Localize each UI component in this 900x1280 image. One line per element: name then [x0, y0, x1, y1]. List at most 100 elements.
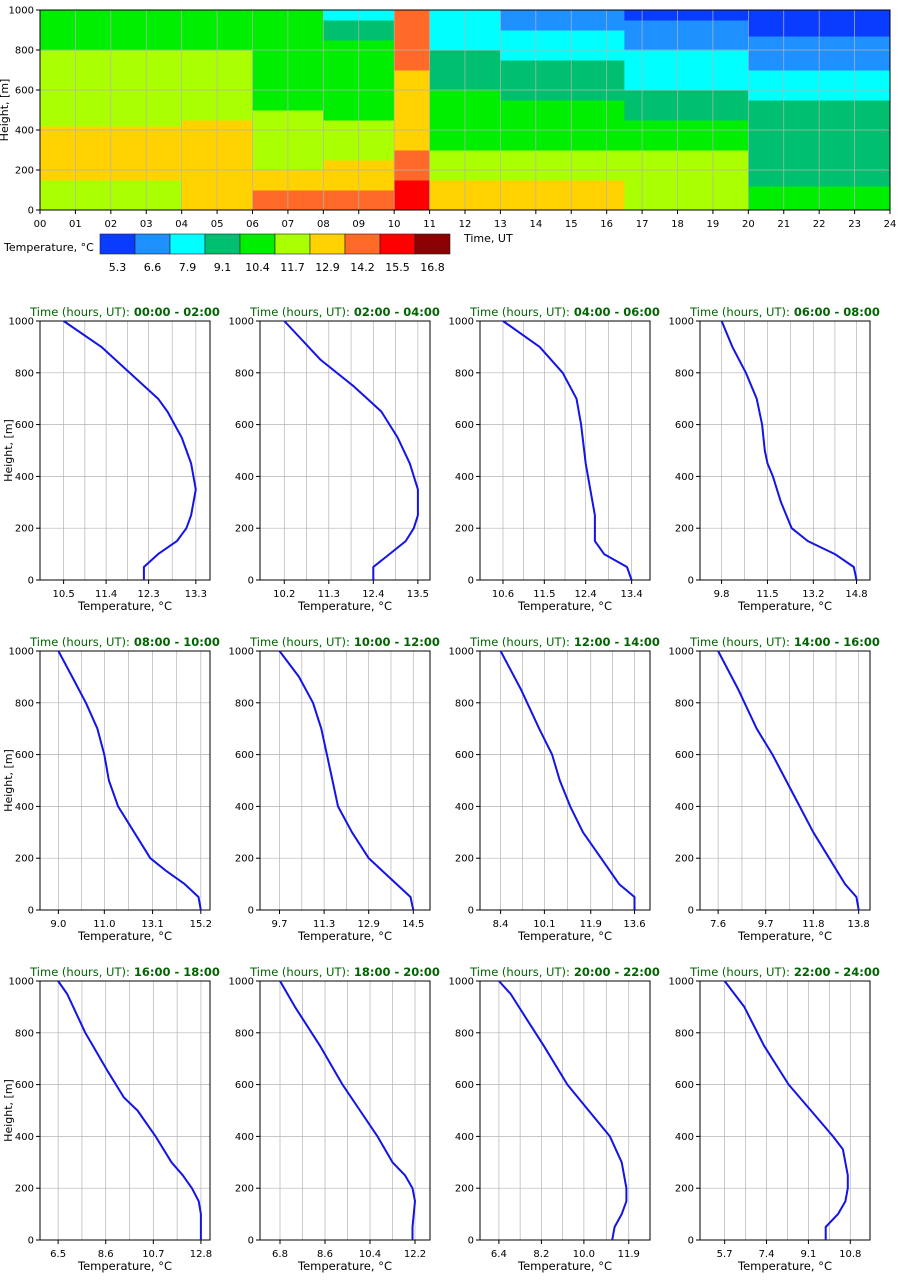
profile-title-prefix: Time (hours, UT):	[689, 965, 790, 979]
profile-y-tick-label: 1000	[229, 647, 254, 658]
legend-swatch	[204, 233, 241, 255]
profile-x-tick-label: 13.1	[141, 919, 163, 930]
temperature-colorbar-legend: Temperature, °C 5.3 6.6 7.9 9.1 10.4 11.7 12.9 1…	[3, 233, 451, 274]
profile-title-prefix: Time (hours, UT):	[469, 965, 570, 979]
profile-x-tick-label: 12.8	[190, 1249, 212, 1260]
profile-y-tick-label: 200	[235, 1184, 254, 1195]
profile-x-axis-label: Temperature, °C	[517, 929, 612, 943]
profile-y-axis-label: Height, [m]	[2, 1079, 15, 1142]
profile-y-tick-label: 400	[675, 1132, 694, 1143]
profile-y-tick-label: 0	[468, 576, 474, 587]
profile-frame	[699, 980, 871, 1241]
profile-title: Time (hours, UT): 16:00 - 18:00	[29, 965, 220, 979]
profile-y-tick-label: 400	[235, 802, 254, 813]
profile-y-tick-label: 600	[15, 420, 34, 431]
profile-x-axis-label: Temperature, °C	[297, 929, 392, 943]
profile-frame	[259, 320, 431, 581]
profile-x-tick-label: 11.0	[93, 919, 115, 930]
heatmap-x-tick-label: 05	[211, 219, 224, 230]
heatmap-cell	[394, 180, 431, 211]
legend-swatch	[344, 233, 381, 255]
profile-x-tick-label: 10.6	[492, 589, 514, 600]
profile-title-range: 08:00 - 10:00	[130, 635, 220, 649]
profile-title: Time (hours, UT): 08:00 - 10:00	[29, 635, 220, 649]
profile-title-range: 22:00 - 24:00	[790, 965, 880, 979]
profile-x-axis-label: Temperature, °C	[77, 929, 172, 943]
profile-panel: Time (hours, UT): 22:00 - 24:00 5.7 7.4 9.1…	[669, 965, 880, 1273]
legend-swatch	[169, 233, 206, 255]
profile-panel: Time (hours, UT): 08:00 - 10:00 9.0 11.0 13…	[2, 635, 220, 943]
profile-x-axis-label: Temperature, °C	[297, 1259, 392, 1273]
profile-panel: Time (hours, UT): 20:00 - 22:00 6.4 8.2 10.…	[449, 965, 660, 1273]
profile-x-tick-label: 10.8	[839, 1249, 861, 1260]
heatmap-x-tick-label: 17	[636, 219, 649, 230]
heatmap-y-axis-label: Height, [m]	[0, 79, 11, 142]
profile-y-tick-label: 0	[248, 906, 254, 917]
profile-y-tick-label: 400	[15, 1132, 34, 1143]
profile-frame	[39, 650, 211, 911]
profile-panel: Time (hours, UT): 14:00 - 16:00 7.6 9.7 11.…	[669, 635, 880, 943]
profile-x-tick-label: 8.2	[533, 1249, 549, 1260]
profile-title-prefix: Time (hours, UT):	[249, 635, 350, 649]
profile-title-prefix: Time (hours, UT):	[689, 635, 790, 649]
profile-x-tick-label: 9.0	[50, 919, 66, 930]
legend-swatch	[379, 233, 416, 255]
profile-y-tick-label: 1000	[669, 647, 694, 658]
profile-x-tick-label: 12.2	[404, 1249, 426, 1260]
temperature-profile-line	[720, 320, 858, 581]
profile-title-range: 02:00 - 04:00	[350, 305, 440, 319]
profile-x-tick-label: 6.4	[491, 1249, 507, 1260]
legend-label: 10.4	[245, 261, 270, 274]
heatmap-x-tick-label: 21	[777, 219, 790, 230]
profile-title-prefix: Time (hours, UT):	[249, 305, 350, 319]
profile-panel: Time (hours, UT): 12:00 - 14:00 8.4 10.1 11…	[449, 635, 660, 943]
profile-x-tick-label: 10.4	[359, 1249, 381, 1260]
profile-x-tick-label: 15.2	[190, 919, 212, 930]
profile-x-tick-label: 14.8	[845, 589, 867, 600]
profile-y-tick-label: 1000	[449, 647, 474, 658]
profile-x-axis-label: Temperature, °C	[297, 599, 392, 613]
profile-y-tick-label: 200	[455, 1184, 474, 1195]
profile-y-tick-label: 600	[675, 1080, 694, 1091]
heatmap-x-tick-label: 13	[494, 219, 507, 230]
profile-y-tick-label: 200	[15, 1184, 34, 1195]
heatmap-y-tick-label: 1000	[9, 6, 34, 17]
temperature-profile-line	[717, 650, 860, 911]
profile-y-tick-label: 800	[235, 368, 254, 379]
profile-x-tick-label: 11.5	[533, 589, 555, 600]
profile-y-tick-label: 800	[235, 698, 254, 709]
profile-y-tick-label: 600	[675, 750, 694, 761]
heatmap-x-tick-label: 22	[813, 219, 826, 230]
profile-panel: Time (hours, UT): 00:00 - 02:00 10.5 11.4 1…	[2, 305, 220, 613]
profile-y-tick-label: 400	[455, 472, 474, 483]
legend-label: 9.1	[214, 261, 232, 274]
profile-title-prefix: Time (hours, UT):	[689, 305, 790, 319]
profile-x-tick-label: 12.9	[358, 919, 380, 930]
legend-label: 15.5	[385, 261, 410, 274]
heatmap-x-tick-label: 23	[848, 219, 861, 230]
heatmap-cell	[394, 70, 431, 151]
profile-y-tick-label: 800	[675, 1028, 694, 1039]
profile-title-range: 12:00 - 14:00	[570, 635, 660, 649]
profile-y-tick-label: 1000	[669, 317, 694, 328]
profile-title: Time (hours, UT): 12:00 - 14:00	[469, 635, 660, 649]
profile-y-axis-label: Height, [m]	[2, 749, 15, 812]
profile-x-tick-label: 13.5	[407, 589, 429, 600]
heatmap-y-tick-label: 800	[15, 46, 34, 57]
profile-y-tick-label: 1000	[229, 977, 254, 988]
profile-x-tick-label: 10.5	[52, 589, 74, 600]
profile-y-tick-label: 400	[15, 472, 34, 483]
profile-y-tick-label: 600	[675, 420, 694, 431]
profile-title: Time (hours, UT): 22:00 - 24:00	[689, 965, 880, 979]
profile-y-tick-label: 400	[455, 1132, 474, 1143]
heatmap-cell	[624, 180, 749, 211]
legend-title: Temperature, °C	[3, 241, 94, 254]
profile-x-tick-label: 7.6	[710, 919, 726, 930]
temperature-profile-line	[723, 980, 849, 1240]
temperature-profile-line	[278, 650, 415, 911]
profile-y-tick-label: 200	[455, 524, 474, 535]
profile-frame	[479, 650, 651, 911]
profile-title: Time (hours, UT): 10:00 - 12:00	[249, 635, 440, 649]
profile-x-tick-label: 10.1	[533, 919, 555, 930]
profile-y-tick-label: 800	[455, 1028, 474, 1039]
